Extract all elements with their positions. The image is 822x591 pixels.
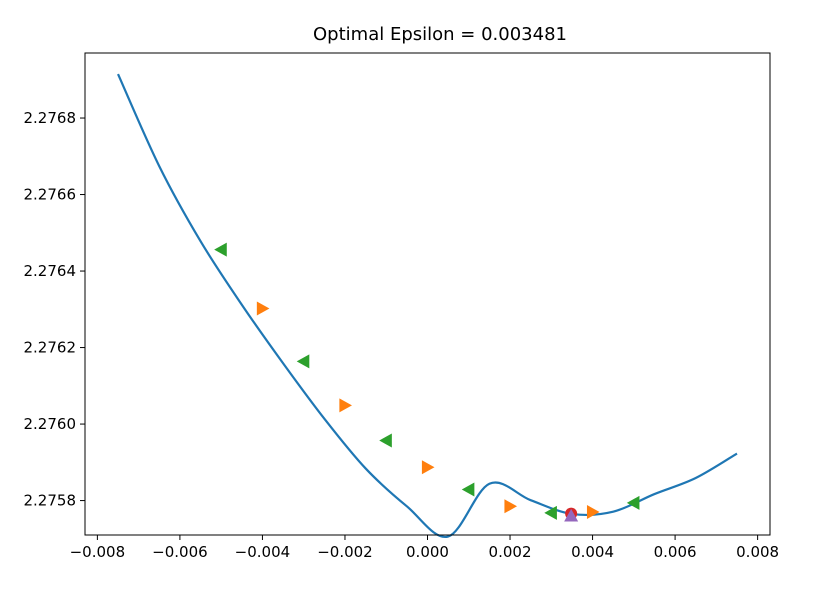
y-tick-label: 2.2762 xyxy=(24,339,77,357)
x-tick-label: 0.004 xyxy=(571,543,614,561)
y-tick-label: 2.2766 xyxy=(24,186,77,204)
y-tick-label: 2.2768 xyxy=(24,109,77,127)
green-marker-point xyxy=(544,505,557,520)
x-tick-label: 0.006 xyxy=(654,543,697,561)
x-tick-label: −0.002 xyxy=(317,543,373,561)
x-tick-label: 0.008 xyxy=(736,543,779,561)
x-tick-label: 0.002 xyxy=(489,543,532,561)
optimum-triangle-point xyxy=(564,508,579,522)
orange-marker-point xyxy=(504,499,518,514)
y-tick-label: 2.2758 xyxy=(24,492,77,510)
orange-marker-point xyxy=(339,398,352,413)
orange-marker-point xyxy=(586,505,600,520)
orange-marker-point xyxy=(421,460,435,475)
chart-title: Optimal Epsilon = 0.003481 xyxy=(313,24,567,45)
axes-frame xyxy=(84,52,771,536)
x-tick-label: −0.008 xyxy=(70,543,126,561)
green-marker-point xyxy=(461,482,475,497)
green-marker-point xyxy=(626,495,640,510)
y-tick-label: 2.2760 xyxy=(24,415,77,433)
orange-marker-point xyxy=(256,301,270,316)
green-marker-point xyxy=(214,242,227,257)
y-axis: 2.2758 2.2760 2.2762 2.2764 2.2766 2.2768 xyxy=(24,109,85,510)
x-tick-label: −0.006 xyxy=(152,543,208,561)
x-tick-label: −0.004 xyxy=(235,543,291,561)
green-marker-point xyxy=(379,433,392,448)
x-axis: −0.008 −0.006 −0.004 −0.002 0.000 0.002 0.004 0… xyxy=(70,535,779,561)
x-tick-label: 0.000 xyxy=(406,543,449,561)
series-line xyxy=(117,73,738,538)
green-marker-point xyxy=(296,354,310,369)
plot-area xyxy=(117,73,738,538)
y-tick-label: 2.2764 xyxy=(24,262,77,280)
